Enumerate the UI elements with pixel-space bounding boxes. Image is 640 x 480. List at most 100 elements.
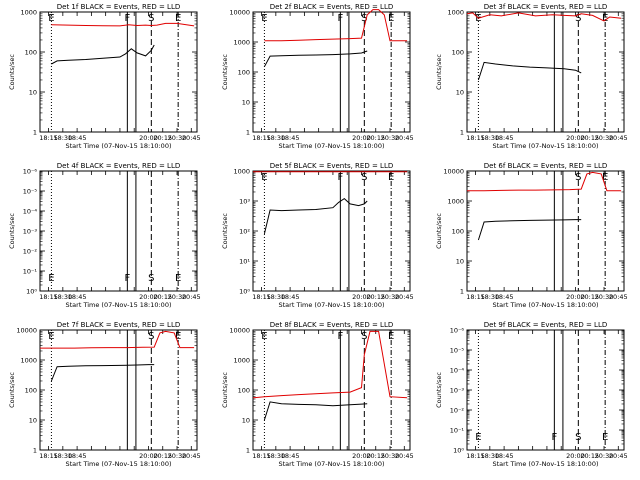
plot-frame (252, 329, 411, 451)
plot-frame (39, 11, 198, 133)
y-tick-label: 1 (246, 447, 250, 455)
x-tick-label: 20:30 (168, 452, 187, 460)
y-tick-label: 10⁻⁵ (450, 347, 465, 355)
y-tick-label: 1 (33, 129, 37, 137)
y-tick-label: 1000 (20, 9, 37, 17)
panel-det-5: Det 5f BLACK = Events, RED = LLD 10⁰ 10¹ 10… (221, 162, 414, 309)
panel-det-2: Det 2f BLACK = Events, RED = LLD 1 10 100 10… (221, 3, 414, 150)
event-marker-label: S (148, 331, 154, 342)
event-marker-label: E (388, 13, 394, 24)
x-tick-label: 20:15 (580, 452, 599, 460)
panel-det-4: Det 4f BLACK = Events, RED = LLD 10⁰ 10⁻¹ 1… (8, 162, 201, 309)
event-marker-label: E (261, 172, 267, 183)
y-axis-label: Counts/sec (8, 213, 16, 249)
y-tick-label: 10⁰ (239, 288, 250, 296)
y-axis-label: Counts/sec (221, 213, 229, 249)
x-tick-label: 18:15 (39, 293, 58, 301)
x-tick-label: 20:00 (566, 452, 585, 460)
x-tick-label: 20:00 (352, 452, 371, 460)
y-tick-label: 10⁻⁶ (23, 168, 38, 176)
panel-title: Det 7f BLACK = Events, RED = LLD (57, 321, 180, 329)
y-tick-label: 1000 (233, 39, 250, 47)
event-marker-label: S (575, 432, 581, 443)
x-tick-label: 20:15 (366, 293, 385, 301)
x-tick-label: 20:45 (182, 293, 201, 301)
y-tick-label: 10⁻² (450, 407, 465, 415)
lld-series-line (252, 330, 408, 399)
y-axis-label: Counts/sec (221, 372, 229, 408)
x-tick-label: 20:00 (352, 134, 371, 142)
panel-title: Det 3f BLACK = Events, RED = LLD (484, 3, 607, 11)
lld-series-line (40, 330, 195, 349)
event-marker-label: F (337, 331, 343, 342)
y-tick-label: 10⁻¹ (23, 268, 38, 276)
x-tick-label: 18:45 (281, 293, 300, 301)
x-tick-label: 18:15 (39, 452, 58, 460)
x-tick-label: 20:15 (366, 452, 385, 460)
x-axis-label: Start Time (07-Nov-15 18:10:00) (66, 142, 172, 150)
y-tick-label: 1000 (233, 357, 250, 365)
x-axis-label: Start Time (07-Nov-15 18:10:00) (279, 301, 385, 309)
x-axis-label: Start Time (07-Nov-15 18:10:00) (493, 142, 599, 150)
x-tick-label: 20:00 (566, 134, 585, 142)
y-tick-label: 100 (25, 49, 37, 57)
event-marker-label: S (575, 172, 581, 183)
plot-frame (252, 170, 411, 292)
panel-det-8: Det 8f BLACK = Events, RED = LLD 1 10 100 10… (221, 321, 414, 468)
x-tick-label: 18:45 (281, 134, 300, 142)
y-tick-label: 10³ (239, 198, 250, 206)
y-tick-label: 10⁻¹ (450, 427, 465, 435)
y-axis-label: Counts/sec (8, 54, 16, 90)
y-tick-label: 10 (29, 417, 37, 425)
event-marker-label: S (148, 273, 154, 284)
plot-frame (466, 11, 625, 133)
y-tick-label: 10⁻⁶ (450, 327, 465, 335)
x-tick-label: 18:30 (480, 134, 499, 142)
y-axis-label: Counts/sec (435, 213, 443, 249)
event-marker-label: E (175, 273, 181, 284)
event-marker-label: E (48, 13, 54, 24)
events-series-line (477, 219, 582, 241)
x-tick-label: 20:45 (395, 134, 414, 142)
y-tick-label: 10² (239, 228, 250, 236)
x-tick-label: 20:30 (168, 134, 187, 142)
y-axis-label: Counts/sec (221, 54, 229, 90)
event-marker-label: E (602, 432, 608, 443)
panel-det-7: Det 7f BLACK = Events, RED = LLD 1 10 100 10… (8, 321, 201, 468)
x-tick-label: 20:45 (182, 452, 201, 460)
x-tick-label: 20:15 (153, 452, 172, 460)
panel-title: Det 6f BLACK = Events, RED = LLD (484, 162, 607, 170)
event-marker-label: E (602, 172, 608, 183)
y-tick-label: 1 (460, 129, 464, 137)
events-series-line (477, 61, 582, 81)
panel-title: Det 9f BLACK = Events, RED = LLD (484, 321, 607, 329)
y-tick-label: 10¹ (239, 258, 250, 266)
x-tick-label: 18:45 (68, 293, 87, 301)
y-tick-label: 10⁻³ (450, 387, 465, 395)
y-tick-label: 10 (29, 89, 37, 97)
y-tick-label: 100 (452, 49, 464, 57)
x-tick-label: 18:30 (266, 452, 285, 460)
x-tick-label: 20:30 (381, 134, 400, 142)
lld-series-line (467, 171, 622, 192)
y-tick-label: 10⁰ (26, 288, 37, 296)
event-marker-label: F (124, 273, 130, 284)
event-marker-label: F (124, 13, 130, 24)
panel-title: Det 1f BLACK = Events, RED = LLD (57, 3, 180, 11)
panel-title: Det 5f BLACK = Events, RED = LLD (270, 162, 393, 170)
y-axis-label: Counts/sec (435, 372, 443, 408)
x-tick-label: 20:45 (182, 134, 201, 142)
x-tick-label: 18:30 (53, 452, 72, 460)
x-tick-label: 18:30 (480, 293, 499, 301)
y-tick-label: 10⁰ (453, 447, 464, 455)
y-tick-label: 1 (246, 129, 250, 137)
x-tick-label: 18:45 (281, 452, 300, 460)
panel-title: Det 8f BLACK = Events, RED = LLD (270, 321, 393, 329)
y-tick-label: 1000 (447, 9, 464, 17)
lld-series-line (264, 9, 408, 42)
event-marker-label: E (388, 331, 394, 342)
event-marker-label: E (261, 331, 267, 342)
panel-det-6: Det 6f BLACK = Events, RED = LLD 1 10 100 10… (435, 162, 628, 309)
event-marker-label: E (48, 331, 54, 342)
events-series-line (51, 44, 155, 65)
